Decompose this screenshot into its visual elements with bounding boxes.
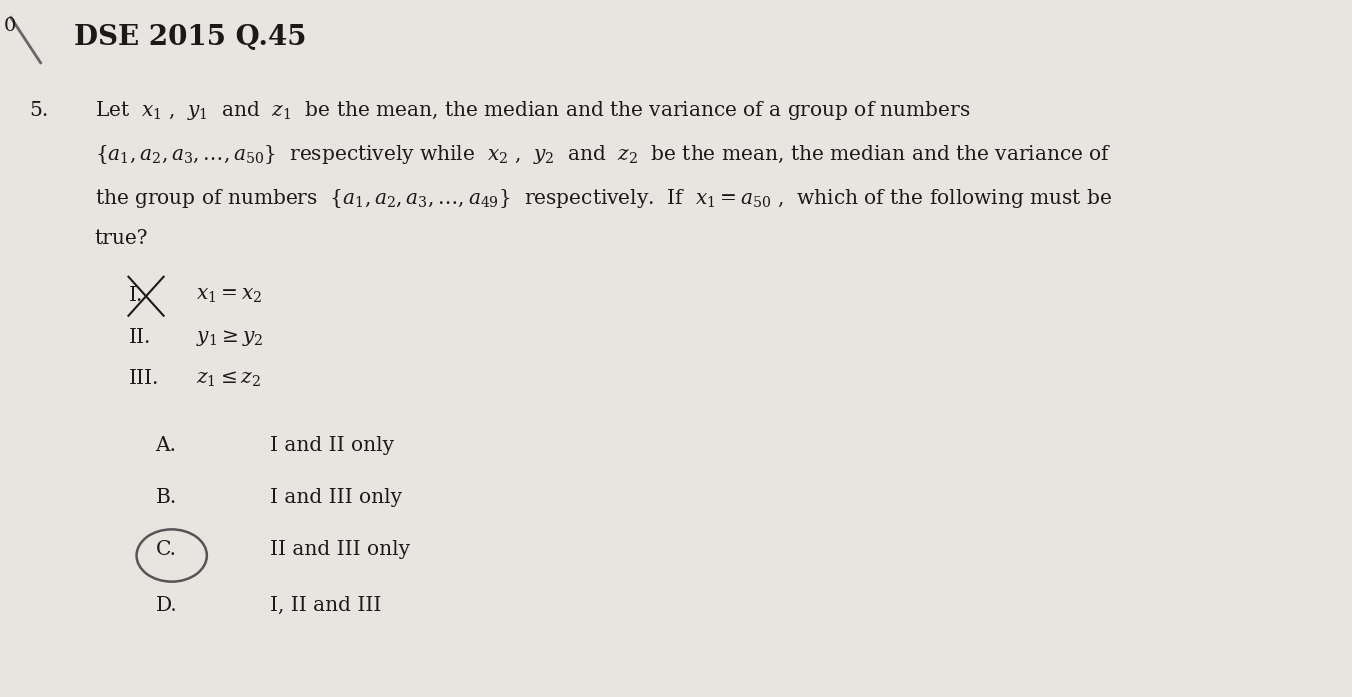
Text: 5.: 5. [30,101,49,120]
Text: $\{a_1, a_2, a_3, \ldots, a_{50}\}$  respectively while  $x_2$ ,  $y_2$  and  $z: $\{a_1, a_2, a_3, \ldots, a_{50}\}$ resp… [95,143,1111,166]
Text: 0: 0 [4,17,16,36]
Text: D.: D. [155,596,177,615]
Text: II.: II. [128,328,151,346]
Text: true?: true? [95,229,149,247]
Text: $x_1 = x_2$: $x_1 = x_2$ [196,286,262,305]
Text: the group of numbers  $\{a_1, a_2, a_3, \ldots, a_{49}\}$  respectively.  If  $x: the group of numbers $\{a_1, a_2, a_3, \… [95,187,1111,210]
Text: I, II and III: I, II and III [270,596,381,615]
Text: II and III only: II and III only [270,540,411,559]
Text: $z_1 \leq z_2$: $z_1 \leq z_2$ [196,369,261,389]
Text: $y_1 \geq y_2$: $y_1 \geq y_2$ [196,328,264,348]
Text: DSE 2015 Q.45: DSE 2015 Q.45 [74,24,307,52]
Text: C.: C. [155,540,177,559]
Text: III.: III. [128,369,158,388]
Text: A.: A. [155,436,177,454]
Text: I and III only: I and III only [270,488,403,507]
Text: I and II only: I and II only [270,436,395,454]
Text: B.: B. [155,488,177,507]
Text: I.: I. [128,286,143,305]
Text: Let  $x_1$ ,  $y_1$  and  $z_1$  be the mean, the median and the variance of a g: Let $x_1$ , $y_1$ and $z_1$ be the mean,… [95,99,971,122]
